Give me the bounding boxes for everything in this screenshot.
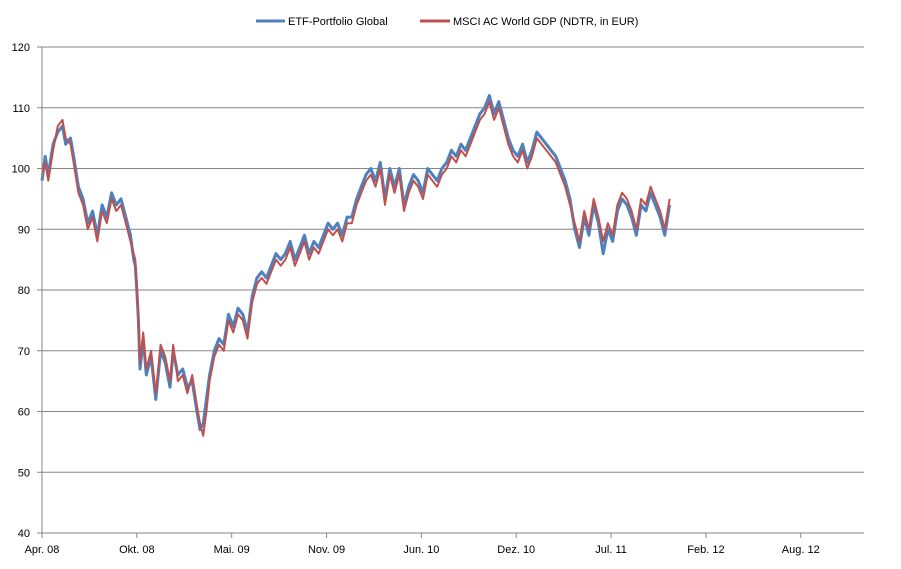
x-tick-label-1: Okt. 08 <box>119 544 154 556</box>
series-line-1 <box>41 100 671 437</box>
y-axis-ticks: 40 50 60 70 80 90 100 110 120 <box>12 42 42 540</box>
y-tick-label-100: 100 <box>12 164 30 176</box>
x-tick-label-0: Apr. 08 <box>25 544 60 556</box>
y-tick-label-90: 90 <box>18 224 30 236</box>
legend-label-etf-portfolio: ETF-Portfolio Global <box>288 16 388 28</box>
y-tick-label-40: 40 <box>18 528 30 540</box>
x-tick-label-3: Nov. 09 <box>308 544 345 556</box>
x-tick-label-7: Feb. 12 <box>687 544 724 556</box>
legend: ETF-Portfolio Global MSCI AC World GDP (… <box>256 16 638 28</box>
x-tick-label-4: Jun. 10 <box>403 544 439 556</box>
y-tick-label-120: 120 <box>12 42 30 54</box>
legend-label-msci-acwi: MSCI AC World GDP (NDTR, in EUR) <box>453 16 638 28</box>
x-tick-label-2: Mai. 09 <box>214 544 250 556</box>
y-tick-label-70: 70 <box>18 346 30 358</box>
y-tick-label-110: 110 <box>12 103 30 115</box>
y-tick-label-50: 50 <box>18 467 30 479</box>
x-tick-label-8: Aug. 12 <box>782 544 820 556</box>
x-tick-label-6: Jul. 11 <box>595 544 627 556</box>
x-tick-label-5: Dez. 10 <box>497 544 535 556</box>
y-tick-label-80: 80 <box>18 285 30 297</box>
series-lines <box>40 94 672 437</box>
y-tick-label-60: 60 <box>18 407 30 419</box>
x-axis-ticks: Apr. 08 Okt. 08 Mai. 09 Nov. 09 Jun. 10 Dez. … <box>25 533 820 556</box>
gridlines <box>42 46 864 473</box>
axes <box>41 47 864 534</box>
